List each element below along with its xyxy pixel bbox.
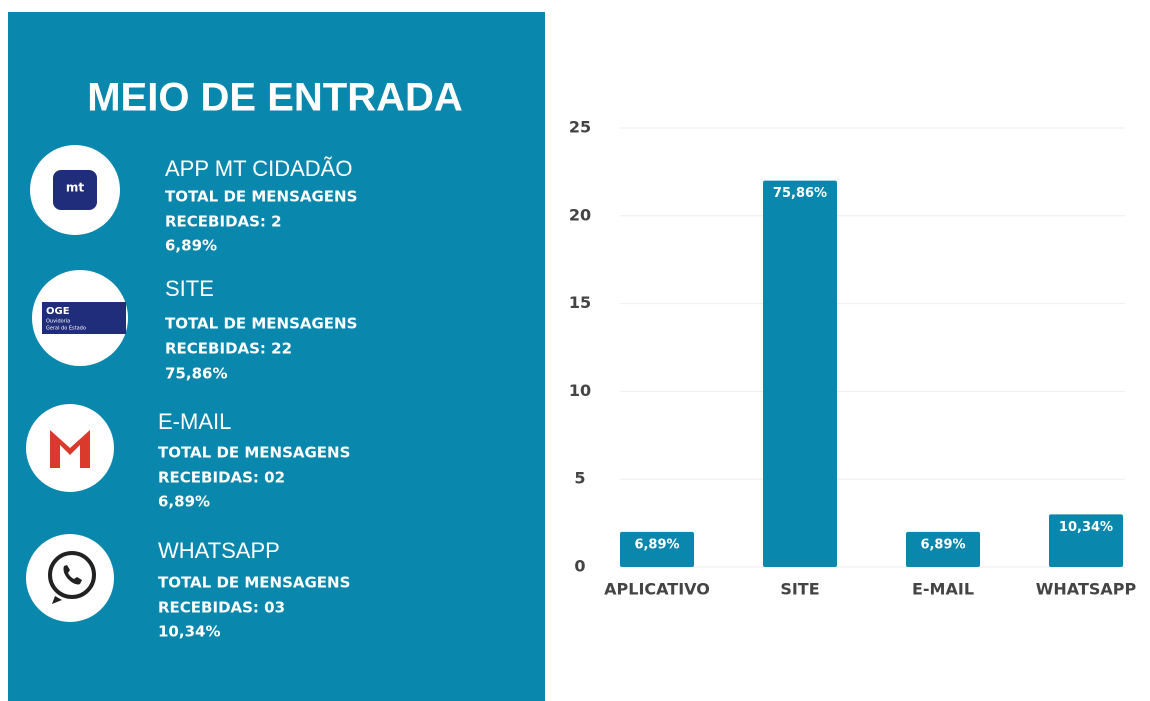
bar [1049,514,1123,567]
y-tick-label: 10 [569,381,591,400]
x-tick-label: E-MAIL [912,580,974,599]
x-tick-label: APLICATIVO [604,580,710,599]
y-tick-label: 0 [574,557,585,576]
bar [906,531,980,567]
value-label: 75,86% [773,186,827,201]
y-tick-label: 15 [569,293,591,312]
value-label: 6,89% [634,537,679,552]
x-tick-label: SITE [780,580,819,599]
bar [763,180,837,567]
value-label: 10,34% [1059,520,1113,535]
logo-text: OGE [46,306,70,317]
item-text: TOTAL DE MENSAGENS [165,315,357,333]
icon-whatsapp [26,534,114,622]
panel-title: MEIO DE ENTRADA [87,76,463,120]
item-text: RECEBIDAS: 03 [158,599,285,617]
item-name: APP MT CIDADÃO [165,156,352,181]
bar [620,531,694,567]
icon-email [26,404,114,492]
item-text: RECEBIDAS: 02 [158,469,285,487]
logo-text: mt [66,181,85,195]
logo-text: Ouvidoria [46,319,70,325]
item-text: RECEBIDAS: 22 [165,340,292,358]
item-text: TOTAL DE MENSAGENS [158,444,350,462]
item-text: RECEBIDAS: 2 [165,213,282,231]
item-name: E-MAIL [158,409,231,434]
y-tick-label: 25 [569,118,591,137]
item-name: WHATSAPP [158,538,280,563]
item-text: 6,89% [165,237,217,255]
item-name: SITE [165,276,214,301]
item-text: TOTAL DE MENSAGENS [165,188,357,206]
value-label: 6,89% [920,537,965,552]
y-tick-label: 5 [574,469,585,488]
icon-app: mt [30,145,120,235]
item-text: TOTAL DE MENSAGENS [158,574,350,592]
item-text: 6,89% [158,493,210,511]
icon-site: OGE Ouvidoria Geral do Estado [32,270,128,366]
item-text: 10,34% [158,623,220,641]
x-tick-label: WHATSAPP [1036,580,1137,599]
y-tick-label: 20 [569,205,591,224]
item-text: 75,86% [165,365,227,383]
logo-text: Geral do Estado [46,326,86,332]
